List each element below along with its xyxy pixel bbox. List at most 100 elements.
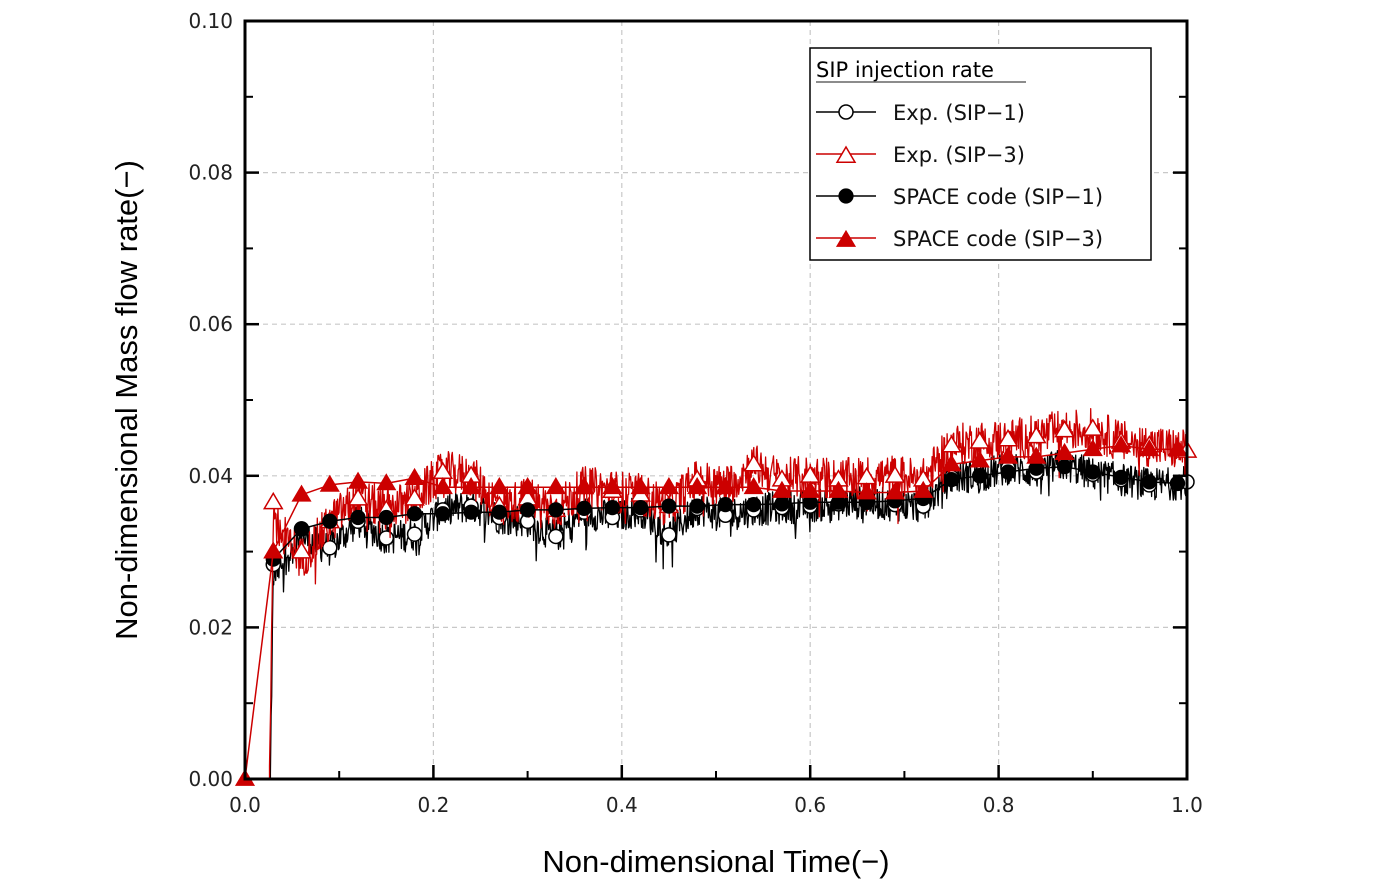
marker-open-triangle — [969, 431, 991, 449]
marker-filled-triangle — [545, 476, 566, 495]
legend-label: Exp. (SIP−1) — [893, 101, 1025, 125]
marker-filled-triangle — [715, 476, 736, 495]
y-tick-label: 0.10 — [188, 9, 233, 33]
series-3 — [234, 435, 1188, 786]
marker-open-triangle — [941, 435, 962, 453]
marker-filled-circle — [1141, 474, 1157, 490]
marker-open-circle — [661, 527, 677, 543]
y-tick-label: 0.04 — [188, 464, 233, 488]
legend: SIP injection rate Exp. (SIP−1) Exp. (SIP… — [809, 47, 1152, 261]
x-tick-label: 0.8 — [983, 793, 1015, 817]
marker-filled-circle — [1169, 475, 1186, 491]
legend-label: SPACE code (SIP−3) — [893, 227, 1103, 251]
marker-filled-triangle — [517, 476, 538, 495]
marker-filled-circle — [717, 497, 734, 513]
marker-filled-triangle — [828, 480, 849, 498]
marker-filled-triangle — [376, 473, 397, 491]
marker-filled-circle — [435, 506, 451, 522]
marker-filled-triangle — [602, 476, 623, 495]
legend-label: Exp. (SIP−3) — [893, 143, 1025, 167]
marker-filled-circle — [350, 509, 366, 526]
marker-filled-circle — [519, 502, 536, 518]
marker-filled-circle — [604, 500, 620, 516]
marker-filled-circle — [1000, 464, 1016, 480]
marker-filled-circle — [463, 504, 479, 520]
marker-open-circle — [838, 104, 854, 120]
x-tick-label: 0.4 — [606, 793, 638, 817]
marker-open-triangle — [1054, 419, 1075, 438]
marker-open-circle — [406, 526, 423, 542]
legend-label: SPACE code (SIP−1) — [893, 185, 1103, 209]
marker-filled-triangle — [687, 476, 708, 495]
marker-filled-triangle — [658, 476, 679, 495]
marker-filled-triangle — [489, 476, 510, 495]
marker-filled-triangle — [1026, 446, 1047, 464]
y-tick-label: 0.00 — [188, 767, 233, 791]
marker-filled-circle — [972, 468, 988, 484]
marker-open-circle — [548, 528, 564, 545]
marker-filled-circle — [406, 506, 423, 522]
marker-filled-triangle — [1111, 435, 1132, 453]
marker-filled-triangle — [800, 480, 821, 498]
marker-filled-circle — [1085, 464, 1101, 480]
marker-filled-triangle — [941, 454, 962, 472]
marker-open-triangle — [835, 145, 857, 164]
marker-filled-circle — [689, 498, 705, 514]
y-tick-label: 0.02 — [188, 615, 233, 639]
marker-filled-triangle — [969, 450, 990, 468]
marker-open-triangle — [404, 488, 425, 506]
series-line — [244, 444, 1178, 780]
marker-filled-circle — [943, 471, 960, 488]
marker-filled-triangle — [856, 482, 877, 500]
marker-filled-triangle — [743, 476, 764, 495]
marker-filled-circle — [661, 498, 677, 514]
marker-filled-triangle — [1082, 439, 1103, 457]
axis-ticks — [243, 19, 1189, 781]
marker-filled-circle — [1113, 469, 1129, 485]
marker-filled-triangle — [997, 446, 1019, 464]
marker-open-triangle — [1082, 418, 1104, 436]
marker-filled-circle — [633, 500, 649, 516]
marker-filled-triangle — [1054, 442, 1075, 460]
series-layer — [234, 407, 1198, 786]
marker-filled-circle — [378, 509, 394, 526]
marker-filled-circle — [1056, 459, 1073, 475]
legend-entry: Exp. (SIP−1) — [816, 101, 1025, 125]
marker-filled-triangle — [347, 471, 369, 489]
legend-entry: SPACE code (SIP−1) — [816, 185, 1103, 209]
marker-filled-triangle — [319, 474, 340, 492]
marker-filled-circle — [322, 513, 338, 529]
marker-filled-circle — [838, 188, 854, 204]
marker-filled-triangle — [630, 476, 651, 495]
marker-filled-circle — [774, 496, 790, 512]
marker-open-triangle — [884, 465, 906, 483]
marker-open-triangle — [743, 453, 764, 472]
series-line — [245, 407, 1188, 780]
marker-filled-circle — [491, 504, 507, 520]
marker-filled-triangle — [884, 482, 906, 500]
marker-filled-triangle — [771, 480, 792, 498]
marker-open-triangle — [1025, 425, 1047, 444]
marker-filled-circle — [746, 497, 762, 513]
x-tick-label: 0.0 — [229, 793, 261, 817]
tick-labels: 0.0 0.2 0.4 0.6 0.8 1.0 0.00 0.02 0.04 0.06 0.08 0.… — [188, 9, 1202, 817]
y-tick-label: 0.08 — [188, 161, 233, 185]
marker-filled-triangle — [461, 476, 482, 495]
marker-filled-circle — [576, 500, 592, 516]
legend-entry: Exp. (SIP−3) — [816, 143, 1025, 167]
x-axis-title: Non-dimensional Time(−) — [542, 844, 889, 879]
marker-filled-triangle — [432, 476, 453, 495]
marker-filled-triangle — [574, 476, 595, 495]
marker-filled-triangle — [291, 484, 312, 502]
x-tick-label: 0.2 — [417, 793, 449, 817]
marker-open-circle — [378, 530, 395, 546]
marker-open-triangle — [291, 541, 312, 559]
marker-filled-triangle — [404, 467, 425, 485]
legend-title: SIP injection rate — [816, 58, 994, 82]
legend-entry: SPACE code (SIP−3) — [816, 227, 1103, 251]
marker-open-circle — [322, 540, 338, 556]
marker-open-triangle — [997, 428, 1019, 447]
x-tick-label: 1.0 — [1171, 793, 1203, 817]
marker-filled-triangle — [835, 229, 857, 247]
